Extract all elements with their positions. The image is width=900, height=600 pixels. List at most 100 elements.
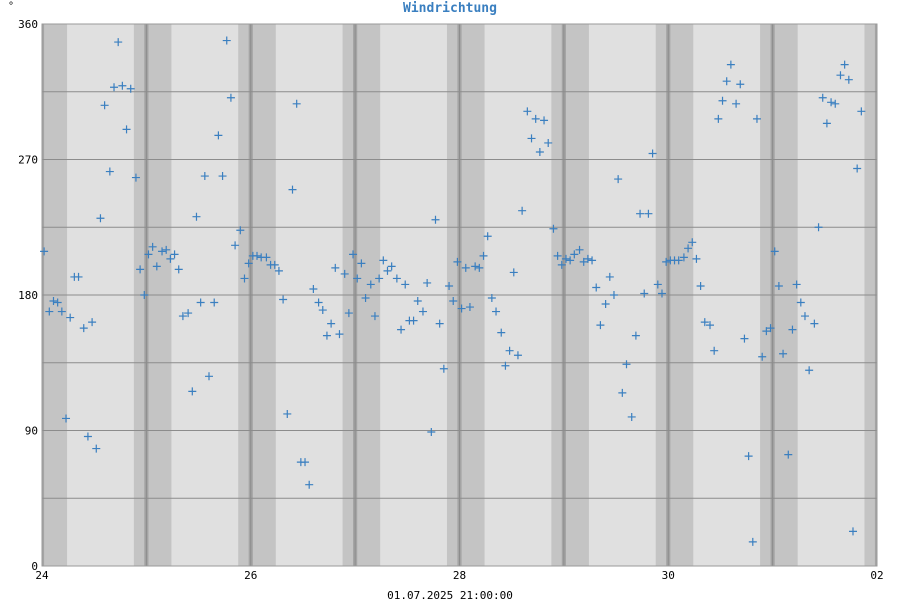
data-point xyxy=(231,241,240,250)
data-point xyxy=(283,409,292,418)
data-point xyxy=(387,262,396,271)
data-point xyxy=(692,254,701,263)
data-point xyxy=(657,289,666,298)
data-point xyxy=(752,114,761,123)
data-point xyxy=(487,294,496,303)
data-point xyxy=(792,280,801,289)
data-point xyxy=(45,307,54,316)
data-point xyxy=(527,134,536,143)
data-point xyxy=(592,283,601,292)
data-point xyxy=(431,215,440,224)
data-point xyxy=(126,84,135,93)
x-tick-label: 30 xyxy=(662,569,675,582)
data-point xyxy=(136,265,145,274)
data-point xyxy=(614,175,623,184)
data-point xyxy=(305,480,314,489)
data-point xyxy=(674,256,683,265)
y-tick-label: 270 xyxy=(18,154,38,167)
data-point xyxy=(696,281,705,290)
data-point xyxy=(427,428,436,437)
data-point xyxy=(840,60,849,69)
data-point xyxy=(853,164,862,173)
x-tick-label: 24 xyxy=(35,569,49,582)
data-point xyxy=(184,309,193,318)
data-point xyxy=(196,298,205,307)
data-point xyxy=(531,114,540,123)
data-point xyxy=(653,280,662,289)
data-point xyxy=(814,223,823,232)
data-point xyxy=(118,81,127,90)
data-point xyxy=(596,321,605,330)
plot-border xyxy=(41,23,878,567)
data-point xyxy=(105,167,114,176)
data-point xyxy=(566,256,575,265)
data-point xyxy=(770,247,779,256)
x-tick-label: 28 xyxy=(453,569,466,582)
data-point xyxy=(357,259,366,268)
data-point xyxy=(96,214,105,223)
data-point xyxy=(370,312,379,321)
data-point xyxy=(501,361,510,370)
data-point xyxy=(688,238,697,247)
data-point xyxy=(796,298,805,307)
data-point xyxy=(479,251,488,260)
data-point xyxy=(349,250,358,259)
data-point xyxy=(418,307,427,316)
data-point xyxy=(788,325,797,334)
data-point xyxy=(465,303,474,312)
data-point xyxy=(435,319,444,328)
data-point xyxy=(200,172,209,181)
data-point xyxy=(684,244,693,253)
data-point xyxy=(236,226,245,235)
data-point xyxy=(575,245,584,254)
data-point xyxy=(744,452,753,461)
data-point xyxy=(222,36,231,45)
data-point xyxy=(131,173,140,182)
data-point xyxy=(162,245,171,254)
data-point xyxy=(622,360,631,369)
x-tick-label: 26 xyxy=(244,569,257,582)
data-point xyxy=(144,250,153,259)
data-point xyxy=(818,93,827,102)
data-point xyxy=(605,272,614,281)
data-point xyxy=(774,281,783,290)
data-point xyxy=(710,346,719,355)
data-point xyxy=(557,260,566,269)
data-point xyxy=(158,247,167,256)
data-point xyxy=(57,307,66,316)
data-point xyxy=(205,372,213,381)
data-point xyxy=(601,300,610,309)
data-point xyxy=(583,254,592,263)
data-point xyxy=(827,98,836,107)
data-point xyxy=(439,364,448,373)
data-point xyxy=(240,274,249,283)
data-point xyxy=(226,93,235,102)
data-point xyxy=(475,263,484,272)
data-point xyxy=(148,242,157,251)
data-point xyxy=(322,331,331,340)
data-point xyxy=(831,99,840,108)
data-point xyxy=(301,458,310,467)
data-point xyxy=(274,266,283,275)
data-point xyxy=(836,71,845,80)
data-point xyxy=(331,263,340,272)
data-point xyxy=(152,262,161,271)
data-point xyxy=(318,306,327,315)
data-point xyxy=(253,251,262,260)
data-point xyxy=(174,265,183,274)
data-point xyxy=(340,269,349,278)
data-point xyxy=(409,316,418,325)
data-point xyxy=(192,212,201,221)
y-tick-label: 90 xyxy=(25,425,38,438)
gridlines xyxy=(41,23,878,567)
data-point xyxy=(718,96,727,105)
y-tick-label: 0 xyxy=(31,560,38,573)
data-point xyxy=(66,313,75,322)
data-point xyxy=(561,254,570,263)
data-point xyxy=(457,304,466,313)
data-point xyxy=(505,346,514,355)
data-point xyxy=(544,138,553,147)
data-point xyxy=(722,77,731,86)
data-point xyxy=(40,247,49,256)
y-tick-label: 360 xyxy=(18,18,38,31)
